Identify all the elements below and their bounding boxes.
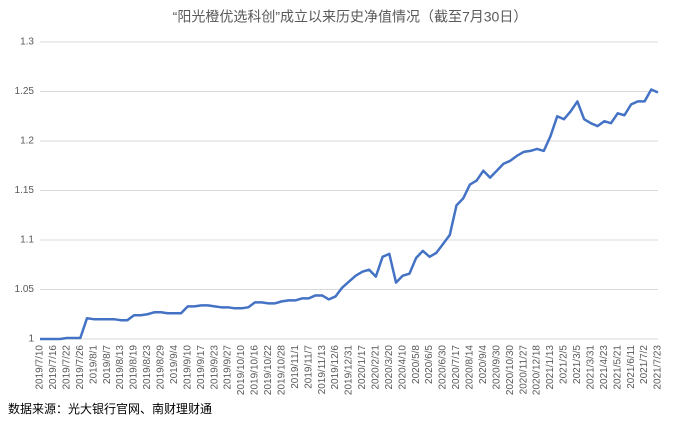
x-tick-label: 2020/8/14 — [465, 345, 476, 390]
data-line — [40, 88, 659, 341]
x-tick-label: 2021/4/23 — [599, 345, 610, 390]
x-tick-label: 2019/11/13 — [317, 345, 328, 395]
x-tick-label: 2019/8/1 — [88, 345, 99, 384]
x-tick-label: 2019/8/19 — [129, 345, 140, 390]
x-tick-label: 2019/9/4 — [169, 345, 180, 384]
x-tick-label: 2020/12/18 — [532, 345, 543, 395]
x-tick-label: 2019/7/26 — [75, 345, 86, 390]
x-tick-label: 2021/2/5 — [559, 345, 570, 384]
y-tick-label: 1.1 — [20, 235, 34, 246]
x-tick-label: 2019/10/22 — [263, 345, 274, 395]
x-tick-label: 2020/4/10 — [397, 345, 408, 390]
x-tick-label: 2019/8/29 — [156, 345, 167, 390]
x-tick-label: 2020/10/30 — [505, 345, 516, 395]
x-tick-label: 2020/6/30 — [438, 345, 449, 390]
y-tick-label: 1.2 — [20, 136, 34, 147]
x-tick-label: 2019/11/1 — [290, 345, 301, 389]
chart-title: “阳光橙优选科创”成立以来历史净值情况（截至7月30日） — [173, 9, 528, 25]
x-tick-label: 2019/7/10 — [35, 345, 46, 390]
x-tick-label: 2020/9/4 — [478, 345, 489, 384]
x-tick-label: 2020/11/27 — [518, 345, 529, 395]
x-tick-label: 2019/9/17 — [196, 345, 207, 390]
x-tick-label: 2020/3/20 — [384, 345, 395, 390]
y-tick-label: 1.05 — [15, 284, 35, 295]
x-tick-label: 2020/1/17 — [357, 345, 368, 390]
x-tick-label: 2019/12/6 — [330, 345, 341, 390]
x-tick-label: 2019/9/23 — [209, 345, 220, 390]
x-tick-label: 2020/6/5 — [424, 345, 435, 384]
x-tick-label: 2020/9/30 — [491, 345, 502, 390]
x-tick-label: 2021/3/5 — [572, 345, 583, 384]
y-tick-label: 1.25 — [15, 86, 35, 97]
x-tick-label: 2021/3/31 — [585, 345, 596, 390]
x-tick-label: 2021/5/21 — [612, 345, 623, 390]
x-tick-label: 2019/8/7 — [102, 345, 113, 384]
x-tick-label: 2021/6/11 — [626, 345, 637, 389]
x-tick-label: 2020/5/8 — [411, 345, 422, 384]
x-tick-label: 2021/1/13 — [545, 345, 556, 390]
x-tick-label: 2019/11/7 — [303, 345, 314, 389]
x-tick-label: 2019/12/31 — [344, 345, 355, 395]
x-tick-label: 2019/7/16 — [48, 345, 59, 390]
x-tick-label: 2019/8/13 — [115, 345, 126, 390]
x-tick-label: 2020/2/21 — [371, 345, 382, 390]
y-tick-label: 1 — [28, 334, 34, 345]
x-tick-label: 2019/10/10 — [236, 345, 247, 395]
y-tick-label: 1.15 — [15, 185, 35, 196]
x-tick-label: 2021/7/2 — [639, 345, 650, 384]
y-tick-label: 1.3 — [20, 37, 34, 48]
x-tick-label: 2019/9/27 — [223, 345, 234, 390]
source-note: 数据来源：光大银行官网、南财理财通 — [8, 401, 212, 416]
x-tick-label: 2019/8/23 — [142, 345, 153, 390]
x-tick-label: 2020/7/17 — [451, 345, 462, 390]
x-tick-label: 2019/7/22 — [62, 345, 73, 390]
x-tick-label: 2021/7/23 — [653, 345, 664, 390]
x-tick-label: 2019/10/28 — [276, 345, 287, 395]
x-tick-label: 2019/9/10 — [182, 345, 193, 390]
x-tick-label: 2019/10/16 — [250, 345, 261, 395]
